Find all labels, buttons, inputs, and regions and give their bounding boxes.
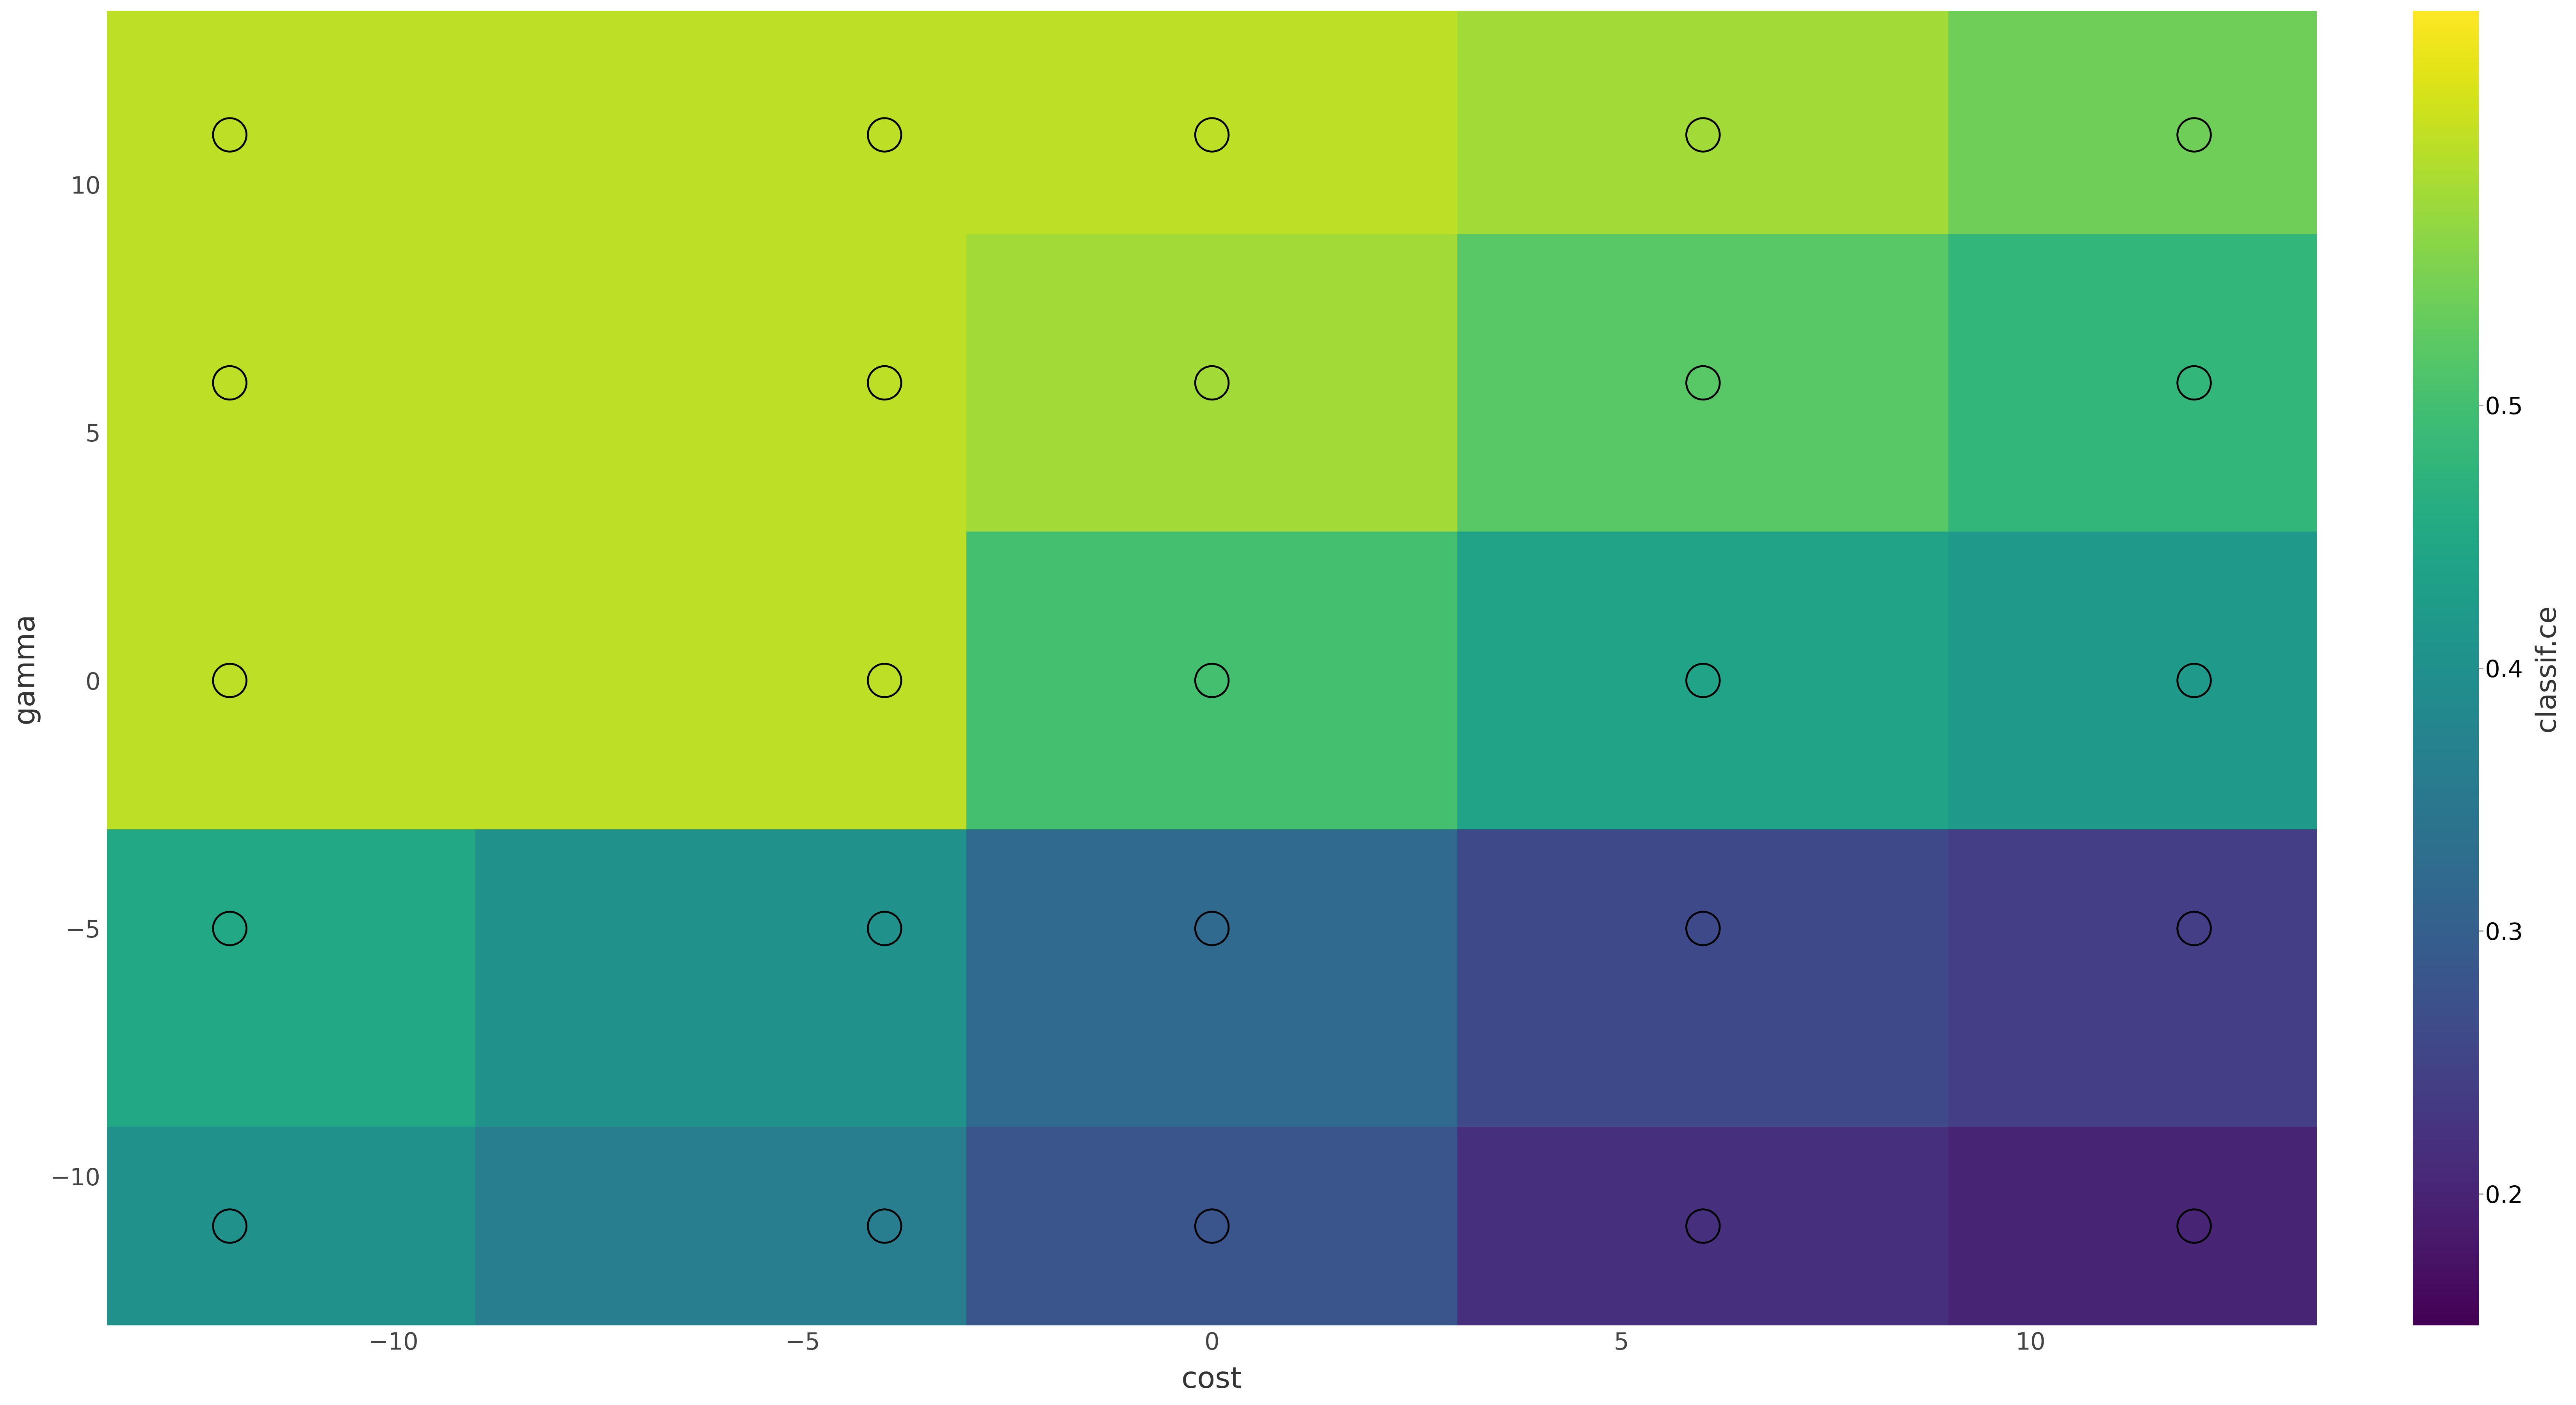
Bar bbox=[1458, 0, 1947, 235]
Bar bbox=[0, 235, 477, 531]
Bar bbox=[1947, 0, 2439, 235]
Point bbox=[209, 371, 250, 393]
Point bbox=[863, 917, 904, 940]
Point bbox=[1190, 124, 1231, 146]
Bar bbox=[1947, 829, 2439, 1127]
Point bbox=[1682, 371, 1723, 393]
Point bbox=[1190, 371, 1231, 393]
Bar bbox=[477, 829, 966, 1127]
Bar bbox=[1947, 235, 2439, 531]
Bar bbox=[966, 531, 1458, 829]
Bar bbox=[966, 829, 1458, 1127]
Bar bbox=[0, 829, 477, 1127]
Point bbox=[863, 371, 904, 393]
Point bbox=[1190, 1215, 1231, 1238]
Point bbox=[2174, 371, 2215, 393]
Point bbox=[2174, 669, 2215, 691]
Bar bbox=[1458, 235, 1947, 531]
Point bbox=[1682, 124, 1723, 146]
Bar bbox=[0, 531, 477, 829]
Bar bbox=[1458, 531, 1947, 829]
Bar bbox=[1458, 1127, 1947, 1405]
Bar bbox=[0, 0, 477, 235]
Point bbox=[1682, 1215, 1723, 1238]
Bar bbox=[1458, 829, 1947, 1127]
Y-axis label: classif.ce: classif.ce bbox=[2535, 604, 2561, 732]
Bar bbox=[0, 1127, 477, 1405]
Point bbox=[1682, 917, 1723, 940]
Point bbox=[1682, 669, 1723, 691]
X-axis label: cost: cost bbox=[1182, 1366, 1242, 1394]
Bar bbox=[477, 235, 966, 531]
Point bbox=[2174, 1215, 2215, 1238]
Point bbox=[863, 1215, 904, 1238]
Bar bbox=[477, 1127, 966, 1405]
Point bbox=[863, 669, 904, 691]
Bar bbox=[966, 0, 1458, 235]
Point bbox=[2174, 917, 2215, 940]
Point bbox=[2174, 124, 2215, 146]
Bar bbox=[477, 0, 966, 235]
Bar bbox=[966, 235, 1458, 531]
Bar bbox=[1947, 1127, 2439, 1405]
Bar bbox=[1947, 531, 2439, 829]
Point bbox=[209, 917, 250, 940]
Point bbox=[1190, 917, 1231, 940]
Point bbox=[209, 124, 250, 146]
Point bbox=[209, 1215, 250, 1238]
Bar bbox=[966, 1127, 1458, 1405]
Y-axis label: gamma: gamma bbox=[10, 613, 39, 724]
Bar bbox=[477, 531, 966, 829]
Point bbox=[209, 669, 250, 691]
Point bbox=[1190, 669, 1231, 691]
Point bbox=[863, 124, 904, 146]
